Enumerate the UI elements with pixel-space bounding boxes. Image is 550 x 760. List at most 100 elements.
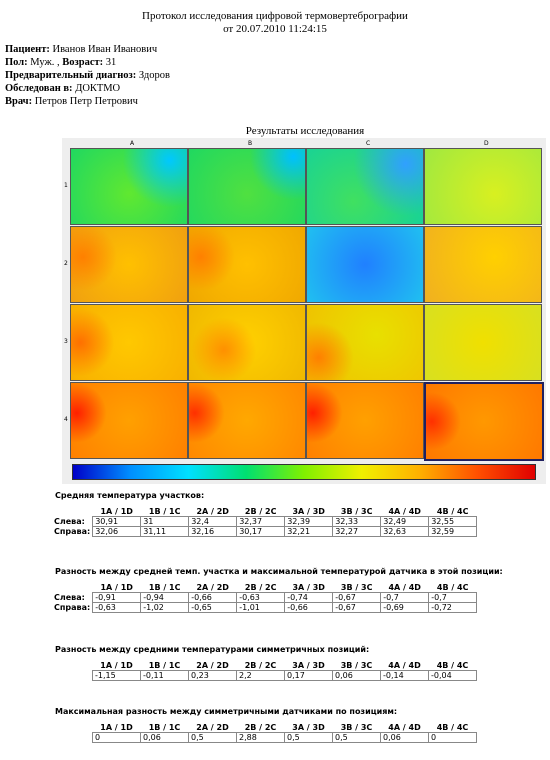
table-cell: 30,91	[93, 517, 141, 527]
column-header: 2B / 2C	[237, 723, 285, 733]
column-header: 2A / 2D	[189, 661, 237, 671]
heat-cell	[188, 304, 306, 381]
column-header: 3B / 3C	[333, 723, 381, 733]
table-cell: 32,59	[429, 527, 477, 537]
row-label	[52, 733, 93, 743]
table-cell: 0,5	[333, 733, 381, 743]
page: Протокол исследования цифровой термоверт…	[0, 0, 550, 760]
heat-cell	[70, 148, 188, 225]
column-header: 1B / 1C	[141, 723, 189, 733]
table-cell: -0,74	[285, 593, 333, 603]
heat-cell	[424, 304, 542, 381]
column-header: 2B / 2C	[237, 661, 285, 671]
column-header: 2B / 2C	[237, 583, 285, 593]
column-header: 4B / 4C	[429, 583, 477, 593]
field-label: Пациент:	[5, 44, 50, 55]
column-label: B	[248, 140, 252, 147]
column-header: 3B / 3C	[333, 661, 381, 671]
table-cell: -0,14	[381, 671, 429, 681]
table-cell: 0,23	[189, 671, 237, 681]
column-label: A	[130, 140, 134, 147]
field-value: Здоров	[139, 70, 170, 81]
spacer	[52, 661, 93, 671]
table-cell: -0,04	[429, 671, 477, 681]
table-cell: 32,39	[285, 517, 333, 527]
column-label: D	[484, 140, 489, 147]
column-header: 3A / 3D	[285, 723, 333, 733]
heat-cell	[188, 148, 306, 225]
table-cell: -0,63	[93, 603, 141, 613]
field-value: Петров Петр Петрович	[35, 96, 138, 107]
heat-cell	[424, 148, 542, 225]
column-header: 3B / 3C	[333, 583, 381, 593]
table-cell: 32,27	[333, 527, 381, 537]
table-cell: -0,63	[237, 593, 285, 603]
row-label: 1	[64, 182, 68, 189]
table-cell: -0,91	[93, 593, 141, 603]
table-cell: 31	[141, 517, 189, 527]
heat-cell	[70, 304, 188, 381]
column-header: 3A / 3D	[285, 661, 333, 671]
column-header: 2A / 2D	[189, 507, 237, 517]
table-cell: 0,06	[333, 671, 381, 681]
row-label: Справа:	[52, 603, 93, 613]
table-cell: -0,72	[429, 603, 477, 613]
row-label: 4	[64, 416, 68, 423]
date: от 20.07.2010 11:24:15	[0, 23, 550, 35]
table-cell: -0,66	[189, 593, 237, 603]
spacer	[52, 583, 93, 593]
table-cell: -0,67	[333, 593, 381, 603]
table-cell: 32,4	[189, 517, 237, 527]
table-cell: 30,17	[237, 527, 285, 537]
column-header: 1B / 1C	[141, 661, 189, 671]
column-header: 4A / 4D	[381, 661, 429, 671]
table-cell: 0,17	[285, 671, 333, 681]
table-cell: -0,94	[141, 593, 189, 603]
field-label: Предварительный диагноз:	[5, 70, 136, 81]
table-cell: 0,5	[285, 733, 333, 743]
heat-cell	[70, 382, 188, 459]
table-cell: -1,01	[237, 603, 285, 613]
table-cell: 2,88	[237, 733, 285, 743]
column-header: 4B / 4C	[429, 723, 477, 733]
spacer	[52, 723, 93, 733]
table-cell: 32,63	[381, 527, 429, 537]
column-header: 1B / 1C	[141, 583, 189, 593]
field-value: 31	[106, 57, 117, 68]
heat-cell	[70, 226, 188, 303]
table-cell: -1,02	[141, 603, 189, 613]
heat-cell	[188, 226, 306, 303]
table-cell: -0,69	[381, 603, 429, 613]
table-row: Слева:-0,91-0,94-0,66-0,63-0,74-0,67-0,7…	[52, 593, 477, 603]
table-cell: 32,33	[333, 517, 381, 527]
heat-cell	[424, 382, 544, 461]
heat-cell	[306, 304, 424, 381]
column-header: 1A / 1D	[93, 661, 141, 671]
table-cell: 32,16	[189, 527, 237, 537]
field-label: Возраст:	[62, 57, 103, 68]
results-title: Результаты исследования	[30, 125, 550, 137]
table-cell: -0,11	[141, 671, 189, 681]
table-cell: -0,67	[333, 603, 381, 613]
table-cell: -0,7	[381, 593, 429, 603]
row-label: Справа:	[52, 527, 93, 537]
column-header: 1A / 1D	[93, 723, 141, 733]
heat-cell	[306, 148, 424, 225]
patient-row: Пол: Муж. , Возраст: 31	[5, 57, 116, 68]
section-title: Разность между средней темп. участка и м…	[55, 567, 503, 576]
field-value: Муж. ,	[30, 57, 59, 68]
patient-row: Пациент: Иванов Иван Иванович	[5, 44, 157, 55]
table-cell: 31,11	[141, 527, 189, 537]
table-cell: 32,06	[93, 527, 141, 537]
column-header: 3B / 3C	[333, 507, 381, 517]
row-label: Слева:	[52, 517, 93, 527]
row-label: 2	[64, 260, 68, 267]
table-cell: 32,55	[429, 517, 477, 527]
patient-row: Обследован в: ДОКТМО	[5, 83, 120, 94]
